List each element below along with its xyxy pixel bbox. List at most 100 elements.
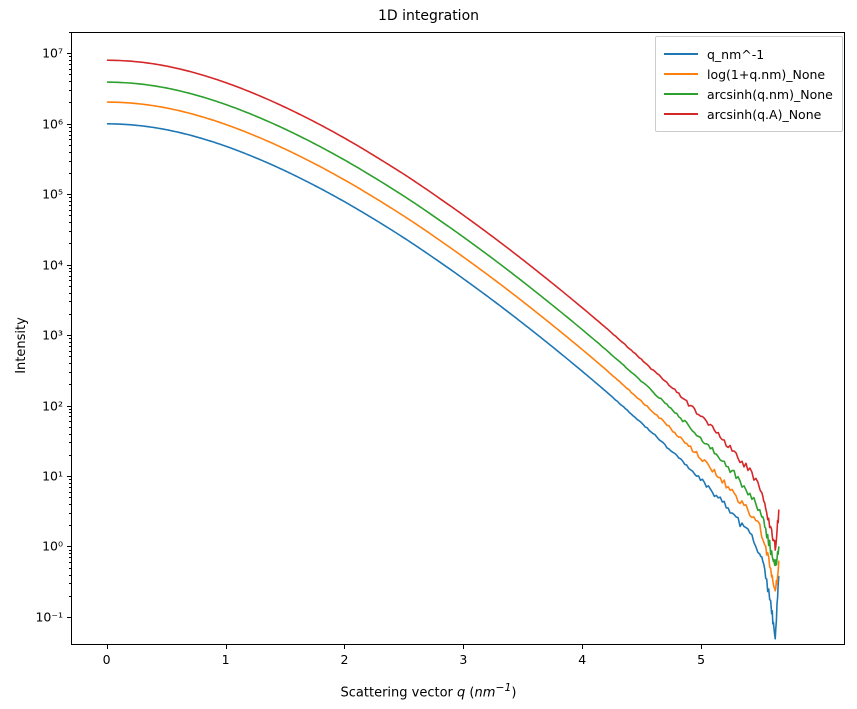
y-minor-tick-mark (69, 433, 71, 435)
x-tick-mark (344, 645, 346, 649)
y-minor-tick-mark (69, 64, 71, 66)
y-minor-tick-mark (69, 491, 71, 493)
x-tick-label: 3 (459, 652, 468, 667)
legend-item[interactable]: log(1+q.nm)_None (664, 64, 833, 84)
y-tick-mark (67, 476, 71, 478)
y-minor-tick-mark (69, 421, 71, 423)
y-minor-tick-mark (69, 583, 71, 585)
y-minor-tick-mark (69, 412, 71, 414)
y-minor-tick-mark (69, 32, 71, 33)
legend-label: q_nm^-1 (707, 46, 765, 62)
y-minor-tick-mark (69, 126, 71, 128)
data-line-0 (106, 122, 780, 640)
plot-axes (71, 32, 845, 645)
legend-label: arcsinh(q.A)_None (707, 106, 822, 122)
y-tick-label: 10⁻¹ (35, 609, 63, 625)
y-minor-tick-mark (69, 350, 71, 352)
y-minor-tick-mark (69, 205, 71, 207)
y-minor-tick-mark (69, 68, 71, 70)
x-tick-mark (463, 645, 465, 649)
y-tick-label: 10⁵ (42, 186, 63, 202)
x-tick-mark (582, 645, 584, 649)
y-tick-mark (67, 194, 71, 196)
y-minor-tick-mark (69, 243, 71, 245)
y-minor-tick-mark (69, 275, 71, 277)
x-tick-mark (701, 645, 703, 649)
y-minor-tick-mark (69, 209, 71, 211)
x-axis-label: Scattering vector q (nm−1) (340, 681, 517, 701)
y-minor-tick-mark (69, 292, 71, 294)
y-minor-tick-mark (69, 338, 71, 340)
y-minor-tick-mark (69, 416, 71, 418)
x-tick-mark (225, 645, 227, 649)
y-minor-tick-mark (69, 160, 71, 162)
y-minor-tick-mark (69, 230, 71, 232)
legend-label: log(1+q.nm)_None (707, 66, 826, 82)
y-tick-mark (67, 53, 71, 55)
y-minor-tick-mark (69, 151, 71, 153)
data-line-3 (106, 59, 780, 551)
chart-title: 1D integration (377, 8, 480, 24)
y-minor-tick-mark (69, 74, 71, 76)
y-minor-tick-mark (69, 222, 71, 224)
y-tick-label: 10⁷ (42, 45, 63, 61)
y-minor-tick-mark (69, 280, 71, 282)
legend-item[interactable]: arcsinh(q.A)_None (664, 104, 833, 124)
y-minor-tick-mark (69, 130, 71, 132)
x-tick-mark (106, 645, 108, 649)
y-minor-tick-mark (69, 525, 71, 527)
y-minor-tick-mark (69, 553, 71, 555)
legend-item[interactable]: q_nm^-1 (664, 44, 833, 64)
x-tick-label: 1 (221, 652, 230, 667)
y-minor-tick-mark (69, 574, 71, 576)
y-minor-tick-mark (69, 60, 71, 62)
y-minor-tick-mark (69, 313, 71, 315)
y-minor-tick-mark (69, 595, 71, 597)
y-minor-tick-mark (69, 346, 71, 347)
y-tick-label: 10¹ (42, 468, 63, 484)
y-tick-mark (67, 123, 71, 125)
data-line-1 (106, 101, 780, 592)
y-tick-label: 10⁰ (42, 538, 63, 554)
data-lines-svg (106, 59, 780, 640)
y-tick-mark (67, 335, 71, 337)
y-minor-tick-mark (69, 134, 71, 136)
y-minor-tick-mark (69, 267, 71, 269)
legend-color-swatch (664, 113, 698, 115)
y-minor-tick-mark (69, 512, 71, 514)
x-tick-label: 0 (102, 652, 111, 667)
y-tick-mark (67, 264, 71, 266)
y-minor-tick-mark (69, 549, 71, 551)
y-minor-tick-mark (69, 356, 71, 358)
y-minor-tick-mark (69, 90, 71, 92)
y-minor-tick-mark (69, 363, 71, 365)
y-minor-tick-mark (69, 454, 71, 456)
y-minor-tick-mark (69, 442, 71, 444)
y-tick-mark (67, 405, 71, 407)
y-minor-tick-mark (69, 102, 71, 104)
x-tick-label: 2 (340, 652, 349, 667)
y-minor-tick-mark (69, 482, 71, 484)
legend-color-swatch (664, 53, 698, 55)
y-minor-tick-mark (69, 557, 71, 559)
x-tick-label: 4 (578, 652, 587, 667)
y-minor-tick-mark (69, 562, 71, 564)
y-tick-label: 10⁶ (42, 116, 63, 132)
y-minor-tick-mark (69, 56, 71, 58)
y-tick-label: 10³ (42, 327, 63, 343)
y-minor-tick-mark (69, 504, 71, 506)
legend-color-swatch (664, 73, 698, 75)
y-minor-tick-mark (69, 408, 71, 410)
y-minor-tick-mark (69, 341, 71, 343)
y-minor-tick-mark (69, 371, 71, 373)
y-minor-tick-mark (69, 139, 71, 141)
legend-item[interactable]: arcsinh(q.nm)_None (664, 84, 833, 104)
y-minor-tick-mark (69, 172, 71, 174)
y-tick-label: 10⁴ (42, 257, 63, 273)
y-tick-mark (67, 546, 71, 548)
legend-label: arcsinh(q.nm)_None (707, 86, 833, 102)
y-minor-tick-mark (69, 271, 71, 273)
y-minor-tick-mark (69, 486, 71, 488)
x-tick-label: 5 (697, 652, 706, 667)
